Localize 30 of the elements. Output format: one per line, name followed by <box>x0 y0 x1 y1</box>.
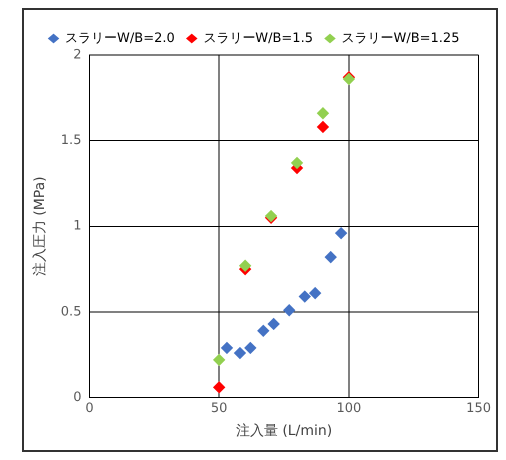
y-tick-label: 0 <box>73 390 82 405</box>
x-tick-label: 50 <box>210 400 228 416</box>
y-tick-label: 1 <box>73 218 82 234</box>
point <box>309 287 322 300</box>
x-tick-label: 150 <box>466 400 492 416</box>
legend-label: スラリーW/B=1.25 <box>341 30 460 46</box>
legend-label: スラリーW/B=1.5 <box>203 30 313 46</box>
point <box>291 156 304 169</box>
x-tick-label: 100 <box>336 400 362 416</box>
point <box>335 227 348 240</box>
y-tick-label: 0.5 <box>60 304 82 320</box>
point <box>220 342 233 354</box>
point <box>239 260 252 272</box>
point <box>324 251 337 264</box>
point <box>213 354 226 366</box>
point <box>244 342 256 354</box>
point <box>257 324 270 337</box>
legend-label: スラリーW/B=2.0 <box>65 30 175 46</box>
point <box>268 318 280 330</box>
x-tick-label: 0 <box>85 400 94 416</box>
point <box>213 381 226 394</box>
point <box>283 304 296 316</box>
point <box>316 120 329 133</box>
point <box>316 107 329 120</box>
y-axis-title: 注入圧力 (MPa) <box>32 176 48 276</box>
y-tick-label: 1.5 <box>60 133 82 148</box>
y-tick-label: 2 <box>73 47 82 62</box>
x-axis-title: 注入量 (L/min) <box>236 423 332 440</box>
point <box>298 290 311 303</box>
point <box>234 347 246 360</box>
